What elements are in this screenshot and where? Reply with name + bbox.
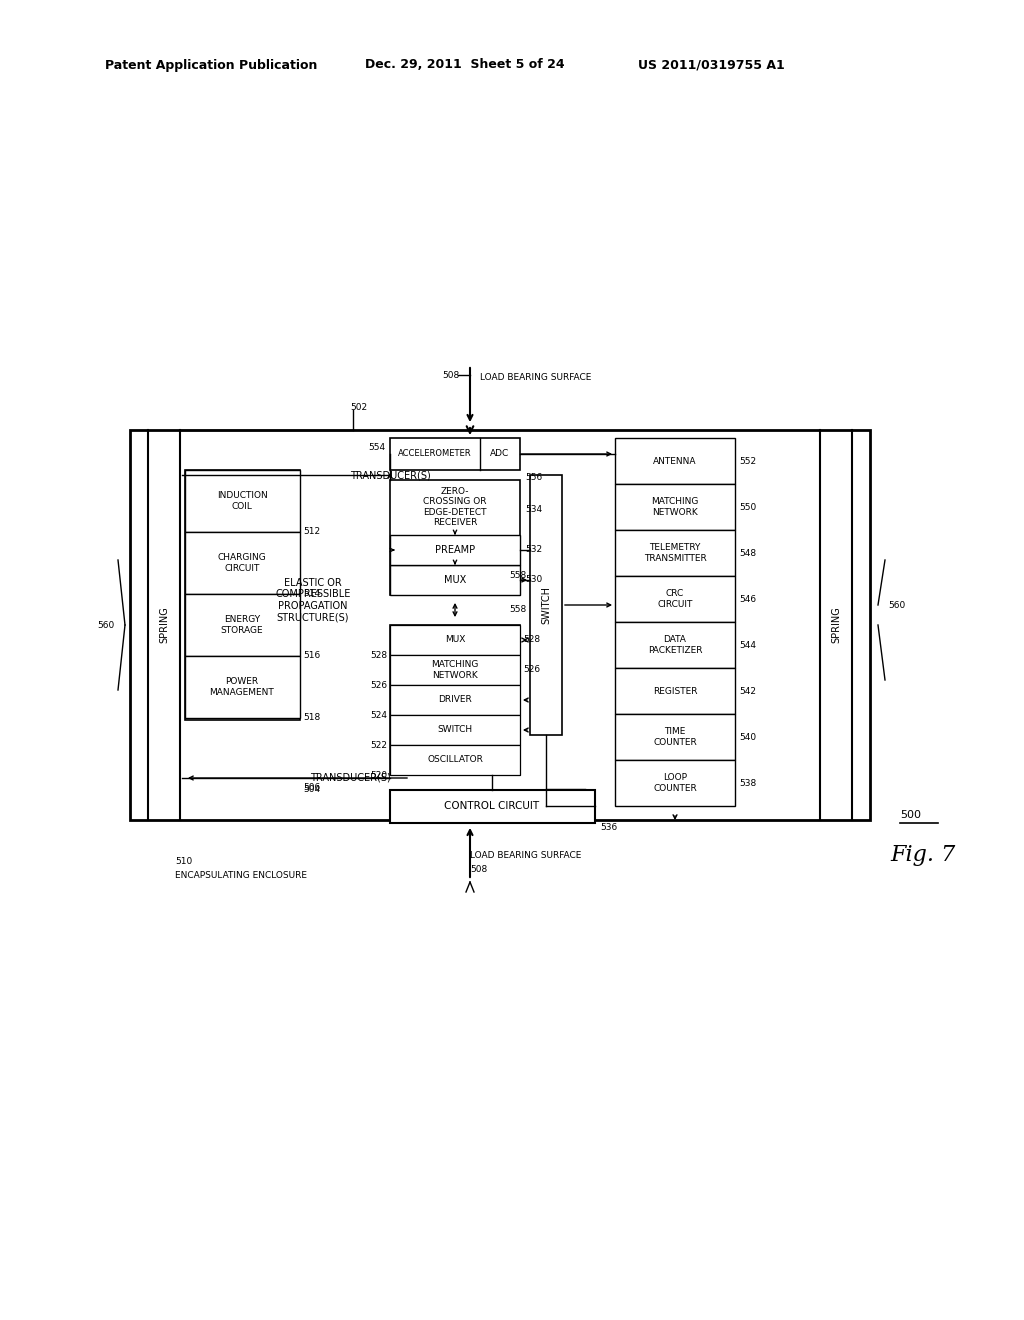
Bar: [185, 656, 300, 718]
Text: CHARGING
CIRCUIT: CHARGING CIRCUIT: [218, 553, 266, 573]
Text: DATA
PACKETIZER: DATA PACKETIZER: [648, 635, 702, 655]
Bar: [390, 624, 520, 655]
Text: 548: 548: [739, 549, 756, 557]
Text: MUX: MUX: [443, 576, 466, 585]
Text: LOOP
COUNTER: LOOP COUNTER: [653, 774, 697, 793]
Text: 522: 522: [370, 741, 387, 750]
Text: 520: 520: [370, 771, 387, 780]
Bar: [615, 484, 735, 531]
Text: 512: 512: [303, 528, 321, 536]
Bar: [615, 714, 735, 760]
Text: TRANSDUCER(S): TRANSDUCER(S): [350, 470, 431, 480]
Bar: [390, 715, 520, 744]
Text: 554: 554: [368, 444, 385, 451]
Text: 508: 508: [442, 371, 460, 380]
Bar: [390, 624, 520, 775]
Text: 526: 526: [370, 681, 387, 689]
Text: SWITCH: SWITCH: [541, 586, 551, 624]
Text: 546: 546: [739, 594, 756, 603]
Text: 524: 524: [370, 710, 387, 719]
Text: SPRING: SPRING: [159, 607, 169, 643]
Bar: [615, 668, 735, 714]
Bar: [130, 430, 870, 820]
Text: TELEMETRY
TRANSMITTER: TELEMETRY TRANSMITTER: [644, 544, 707, 562]
Bar: [530, 475, 562, 735]
Text: 508: 508: [470, 866, 487, 874]
Text: ENERGY
STORAGE: ENERGY STORAGE: [221, 615, 263, 635]
Text: REGISTER: REGISTER: [652, 686, 697, 696]
Text: 558: 558: [510, 606, 527, 615]
Text: 504: 504: [303, 785, 321, 795]
Text: SWITCH: SWITCH: [437, 726, 472, 734]
Text: 560: 560: [888, 601, 905, 610]
Bar: [390, 535, 520, 565]
Text: OSCILLATOR: OSCILLATOR: [427, 755, 483, 764]
Text: ZERO-
CROSSING OR
EDGE-DETECT
RECEIVER: ZERO- CROSSING OR EDGE-DETECT RECEIVER: [423, 487, 486, 527]
Text: DRIVER: DRIVER: [438, 696, 472, 705]
Bar: [185, 470, 300, 719]
Bar: [390, 789, 595, 822]
Text: 540: 540: [739, 733, 756, 742]
Text: MATCHING
NETWORK: MATCHING NETWORK: [651, 498, 698, 516]
Text: 514: 514: [303, 590, 321, 598]
Text: 558: 558: [510, 570, 527, 579]
Text: 538: 538: [739, 779, 757, 788]
Text: 500: 500: [900, 810, 921, 820]
Text: Patent Application Publication: Patent Application Publication: [105, 58, 317, 71]
Text: TRANSDUCER(S): TRANSDUCER(S): [310, 774, 391, 783]
Bar: [390, 655, 520, 685]
Text: 536: 536: [600, 824, 617, 833]
Bar: [615, 622, 735, 668]
Text: CRC
CIRCUIT: CRC CIRCUIT: [657, 589, 692, 609]
Text: 560: 560: [97, 620, 115, 630]
Text: US 2011/0319755 A1: US 2011/0319755 A1: [638, 58, 784, 71]
Text: MATCHING
NETWORK: MATCHING NETWORK: [431, 660, 478, 680]
Bar: [390, 744, 520, 775]
Text: 510: 510: [175, 858, 193, 866]
Text: 552: 552: [739, 457, 756, 466]
Text: ENCAPSULATING ENCLOSURE: ENCAPSULATING ENCLOSURE: [175, 870, 307, 879]
Text: PREAMP: PREAMP: [435, 545, 475, 554]
Text: 518: 518: [303, 714, 321, 722]
Text: 528: 528: [523, 635, 540, 644]
Text: SPRING: SPRING: [831, 607, 841, 643]
Text: LOAD BEARING SURFACE: LOAD BEARING SURFACE: [470, 850, 582, 859]
Bar: [390, 685, 520, 715]
Bar: [390, 480, 520, 595]
Text: 550: 550: [739, 503, 757, 511]
Bar: [185, 470, 300, 532]
Text: 556: 556: [525, 474, 543, 483]
Text: ELASTIC OR
COMPRESSIBLE
PROPAGATION
STRUCTURE(S): ELASTIC OR COMPRESSIBLE PROPAGATION STRU…: [275, 578, 350, 623]
Text: 516: 516: [303, 652, 321, 660]
Bar: [615, 438, 735, 484]
Bar: [390, 565, 520, 595]
Text: 532: 532: [525, 545, 542, 554]
Bar: [615, 531, 735, 576]
Bar: [185, 594, 300, 656]
Text: ANTENNA: ANTENNA: [653, 457, 696, 466]
Bar: [615, 576, 735, 622]
Text: Fig. 7: Fig. 7: [890, 843, 955, 866]
Text: CONTROL CIRCUIT: CONTROL CIRCUIT: [444, 801, 540, 810]
Text: POWER
MANAGEMENT: POWER MANAGEMENT: [210, 677, 274, 697]
Bar: [390, 438, 520, 470]
Text: INDUCTION
COIL: INDUCTION COIL: [217, 491, 267, 511]
Text: 542: 542: [739, 686, 756, 696]
Text: 534: 534: [525, 506, 542, 515]
Text: Dec. 29, 2011  Sheet 5 of 24: Dec. 29, 2011 Sheet 5 of 24: [365, 58, 564, 71]
Text: MUX: MUX: [444, 635, 465, 644]
Bar: [615, 760, 735, 807]
Text: 526: 526: [523, 665, 540, 675]
Text: 506: 506: [303, 784, 321, 792]
Text: 502: 502: [350, 404, 368, 412]
Text: ADC: ADC: [490, 450, 510, 458]
Text: LOAD BEARING SURFACE: LOAD BEARING SURFACE: [480, 374, 592, 383]
Bar: [185, 532, 300, 594]
Text: 530: 530: [525, 576, 543, 585]
Text: ACCELEROMETER: ACCELEROMETER: [398, 450, 472, 458]
Text: 544: 544: [739, 640, 756, 649]
Text: 528: 528: [370, 651, 387, 660]
Text: TIME
COUNTER: TIME COUNTER: [653, 727, 697, 747]
